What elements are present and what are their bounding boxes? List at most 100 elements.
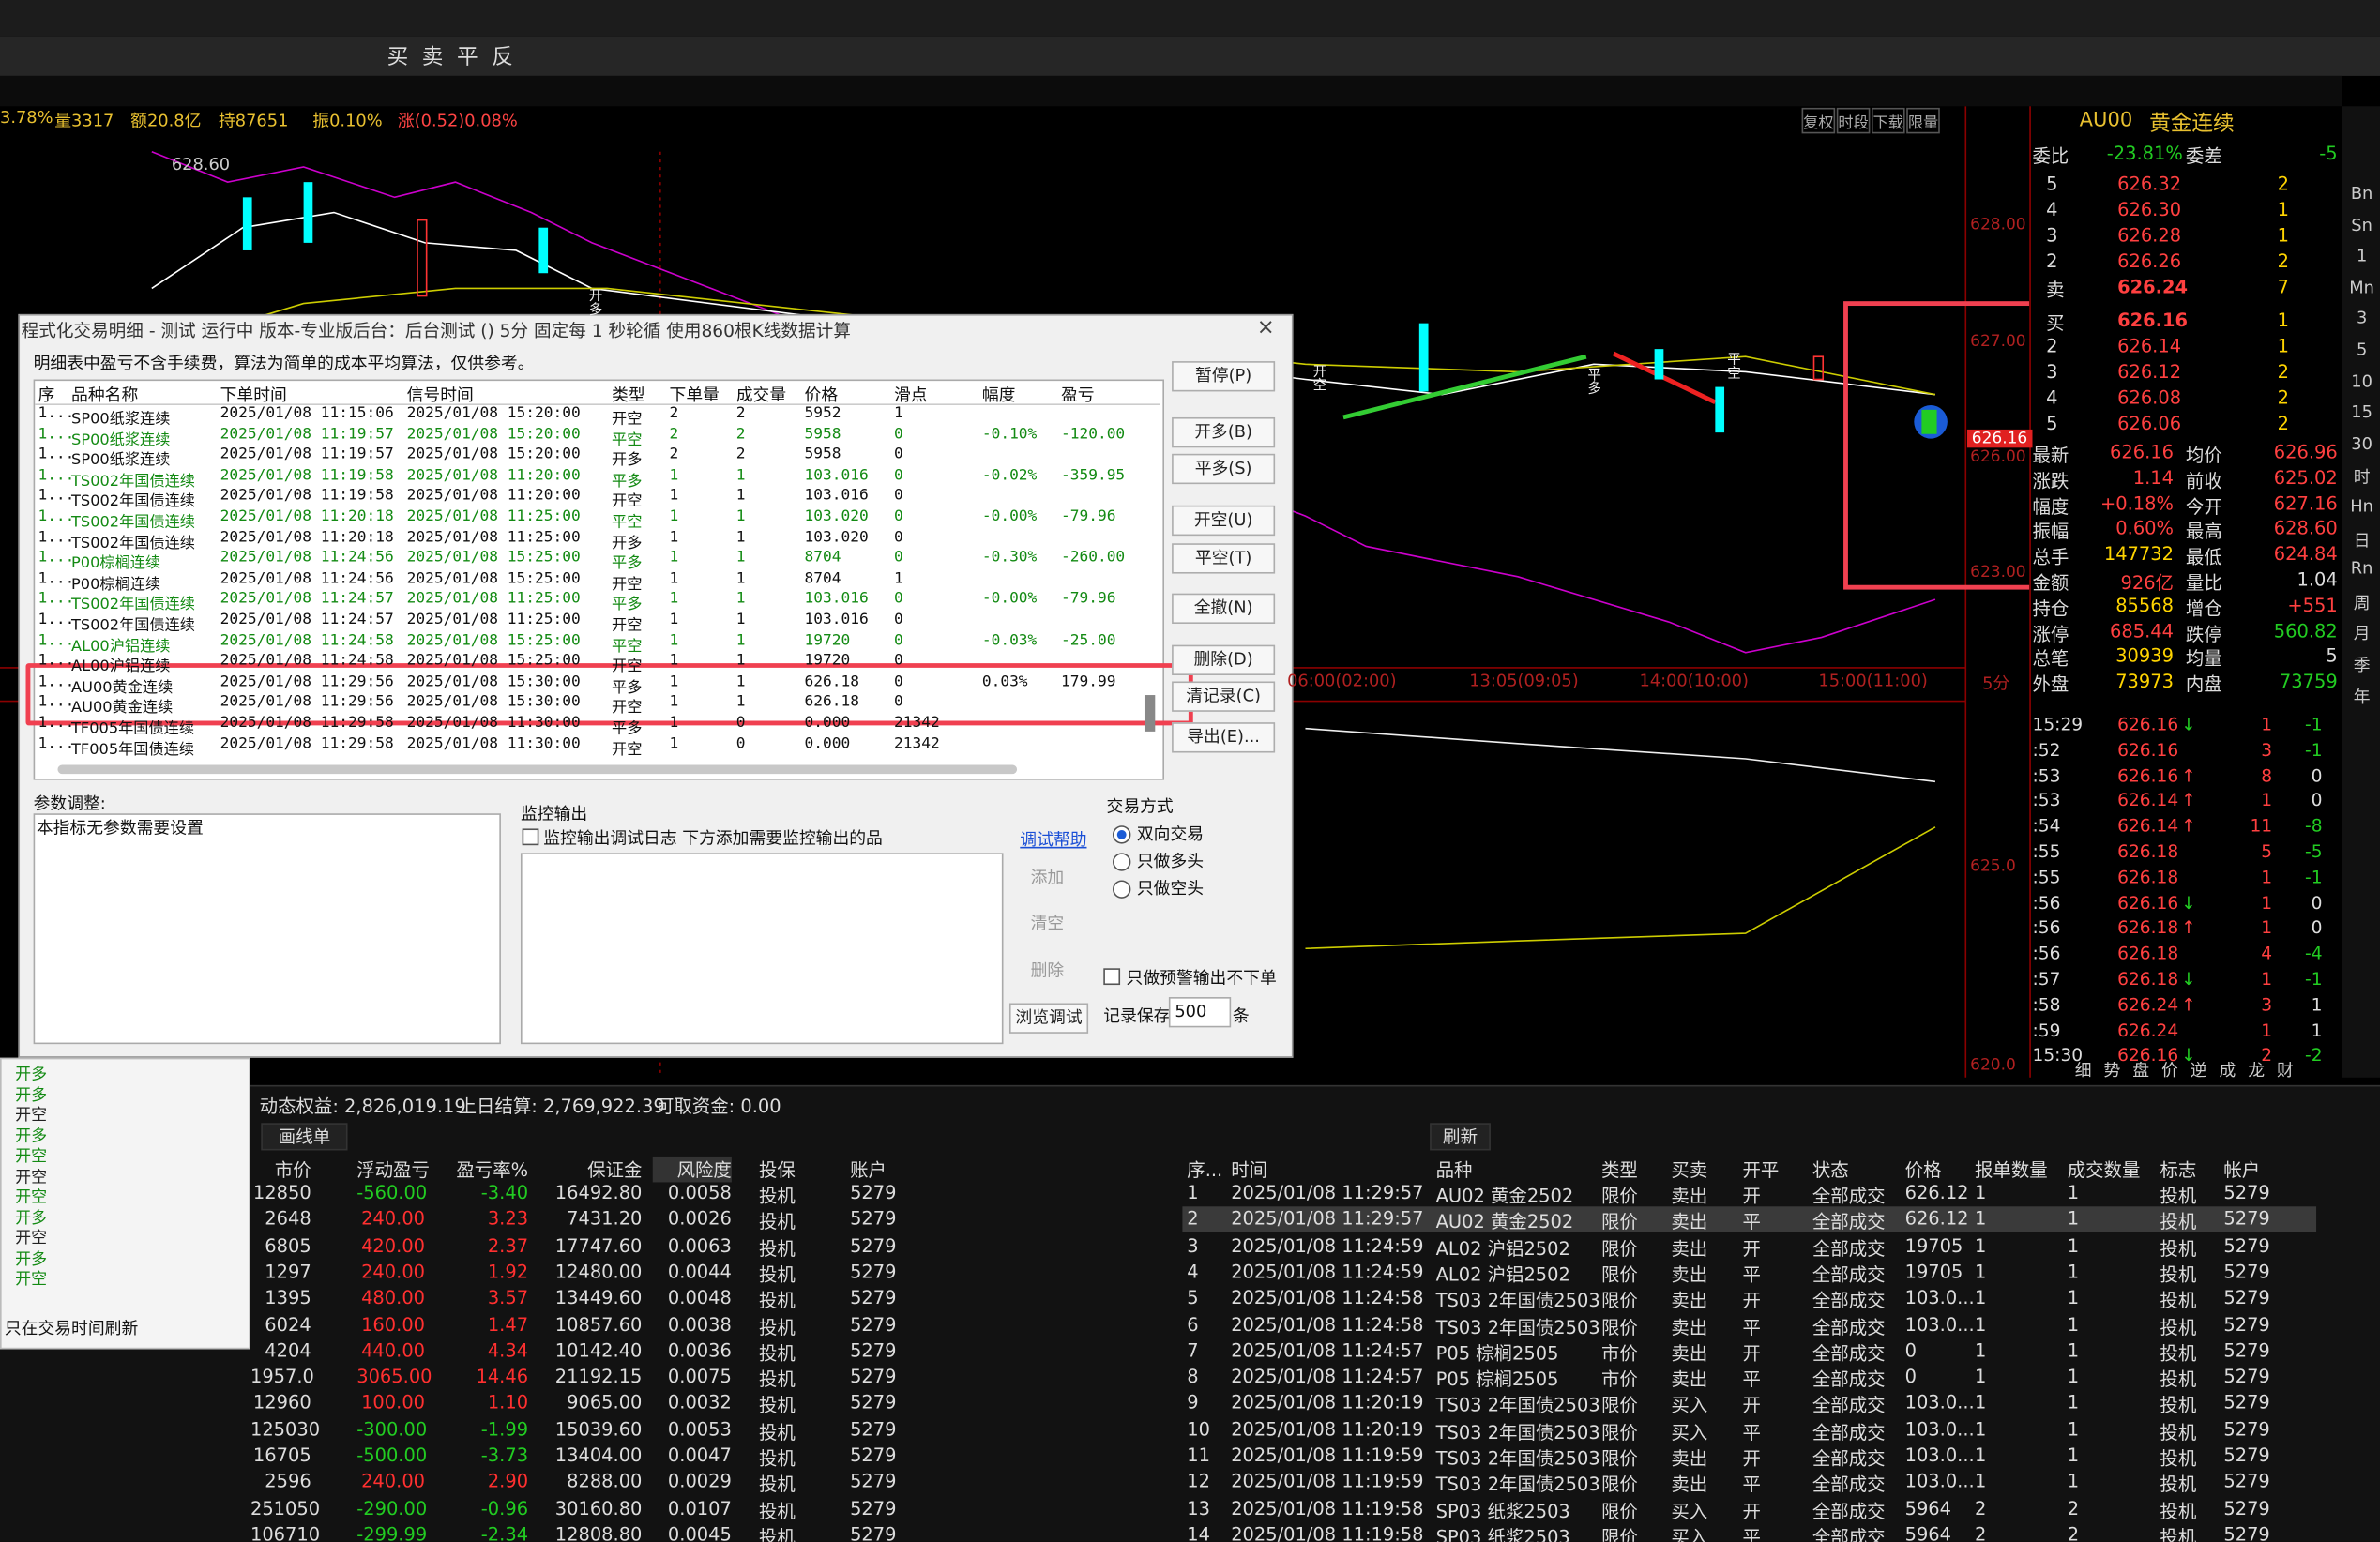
cell: 103.0...: [1904, 1287, 1975, 1309]
bottom-tab[interactable]: 成: [2219, 1060, 2236, 1081]
cell: 21342: [894, 735, 940, 752]
dialog-close[interactable]: ×: [1256, 315, 1275, 340]
book-price: 626.32: [2117, 173, 2182, 195]
bottom-tab[interactable]: 龙: [2248, 1060, 2266, 1081]
quote-item: 3.78%: [0, 107, 53, 128]
period-button[interactable]: 3: [2356, 309, 2368, 329]
cell: 5: [1187, 1287, 1199, 1309]
dialog-button[interactable]: 导出(E)...: [1172, 722, 1276, 753]
cell: 1: [669, 715, 679, 732]
radio[interactable]: [1112, 853, 1131, 871]
monitor-button[interactable]: 清空: [1030, 914, 1065, 934]
book-level: 4: [2046, 386, 2058, 409]
monitor-button[interactable]: 浏览调试: [1008, 1003, 1089, 1034]
cell: 2025/01/08 11:24:58: [220, 653, 394, 670]
cell: SP03 纸浆2503: [1435, 1526, 1570, 1542]
cell: 103.0...: [1904, 1392, 1975, 1414]
cell: 开: [1742, 1447, 1761, 1470]
right-sidebar: [2342, 106, 2380, 1078]
dialog-button[interactable]: 全撤(N): [1172, 593, 1276, 624]
dialog-button[interactable]: 平空(T): [1172, 543, 1276, 574]
period-button[interactable]: 日: [2353, 530, 2371, 551]
period-button[interactable]: 月: [2353, 624, 2371, 644]
column-header: 开平: [1742, 1159, 1780, 1181]
cell: 5279: [2223, 1339, 2270, 1362]
radio[interactable]: [1112, 880, 1131, 899]
cell: 5964: [1904, 1523, 1952, 1542]
period-button[interactable]: 周: [2353, 593, 2371, 613]
bottom-tab[interactable]: 逆: [2190, 1060, 2207, 1081]
stat-label: 增仓: [2185, 597, 2222, 619]
dialog-button[interactable]: 开多(B): [1172, 416, 1276, 448]
cell: 3: [1187, 1234, 1199, 1257]
dialog-button[interactable]: 清记录(C): [1172, 681, 1276, 712]
cell: 1...: [38, 673, 75, 690]
stat-value: 926亿: [2120, 571, 2174, 594]
toolbar-button[interactable]: 卖: [421, 45, 444, 70]
dialog-button[interactable]: 开空(U): [1172, 505, 1276, 537]
candle: [303, 182, 313, 243]
period-button[interactable]: Rn: [2350, 558, 2373, 579]
cell: 5279: [2223, 1182, 2270, 1204]
refresh-button[interactable]: 刷新: [1430, 1123, 1491, 1151]
cell: 5958: [804, 426, 841, 443]
cell: 0.0036: [667, 1339, 732, 1362]
side-item: 开空: [15, 1106, 48, 1125]
bottom-tab[interactable]: 盘: [2132, 1060, 2150, 1081]
book-level: 2: [2046, 249, 2058, 272]
period-button[interactable]: 5: [2356, 340, 2368, 360]
period-button[interactable]: 季: [2353, 655, 2371, 676]
cell: 投机: [2160, 1395, 2197, 1417]
stat-label: 跌停: [2185, 623, 2222, 644]
bottom-tab[interactable]: 势: [2103, 1060, 2121, 1081]
cell: 12480.00: [554, 1261, 643, 1283]
cell: 1: [2067, 1261, 2080, 1283]
dialog-button[interactable]: 平多(S): [1172, 453, 1276, 485]
cell: -300.00: [356, 1418, 428, 1440]
cell: AU02 黄金2502: [1435, 1211, 1574, 1233]
draw-button[interactable]: 画线单: [261, 1123, 348, 1151]
chart-tab[interactable]: 时段: [1836, 107, 1871, 134]
bottom-tab[interactable]: 细: [2074, 1060, 2092, 1081]
period-button[interactable]: Bn: [2350, 183, 2373, 204]
period-button[interactable]: 1: [2356, 246, 2368, 266]
period-button[interactable]: 年: [2353, 687, 2371, 707]
period-button[interactable]: 10: [2351, 370, 2372, 391]
dialog-button[interactable]: 暂停(P): [1172, 361, 1276, 392]
cell: 1...: [38, 529, 75, 546]
period-button[interactable]: 时: [2353, 467, 2371, 489]
toolbar-button[interactable]: 反: [492, 45, 513, 70]
tick-volume: 1: [2261, 916, 2273, 939]
cell: 1: [669, 570, 679, 587]
checkbox[interactable]: [1103, 968, 1121, 986]
cell: -0.00%: [981, 508, 1038, 525]
monitor-button[interactable]: 删除: [1030, 960, 1065, 981]
period-button[interactable]: 15: [2351, 402, 2372, 423]
bottom-tab[interactable]: 财: [2277, 1060, 2294, 1081]
dialog-button[interactable]: 删除(D): [1172, 644, 1276, 676]
monitor-button[interactable]: 添加: [1030, 868, 1065, 888]
cell: 0: [894, 673, 903, 690]
toolbar-button[interactable]: 平: [457, 45, 478, 70]
radio[interactable]: [1112, 825, 1131, 844]
toolbar-button[interactable]: 买: [387, 45, 409, 70]
book-price: 626.08: [2117, 386, 2182, 409]
keep-value[interactable]: 500: [1168, 997, 1232, 1028]
period-button[interactable]: Hn: [2350, 496, 2373, 517]
period-button[interactable]: Sn: [2351, 215, 2372, 235]
period-button[interactable]: Mn: [2349, 277, 2374, 297]
help-link[interactable]: 调试帮助: [1020, 830, 1087, 851]
bottom-tab[interactable]: 价: [2161, 1060, 2178, 1081]
book-level: 2: [2046, 335, 2058, 357]
chart-tab[interactable]: 复权: [1801, 107, 1836, 134]
cell: 1: [735, 612, 746, 628]
period-button[interactable]: 30: [2351, 433, 2372, 454]
book-volume: 1: [2277, 335, 2289, 357]
cell: -260.00: [1060, 550, 1126, 567]
cell: -299.99: [356, 1523, 428, 1542]
checkbox[interactable]: [522, 828, 539, 846]
chart-tab[interactable]: 下载: [1871, 107, 1905, 134]
chart-tab[interactable]: 限量: [1906, 107, 1940, 134]
